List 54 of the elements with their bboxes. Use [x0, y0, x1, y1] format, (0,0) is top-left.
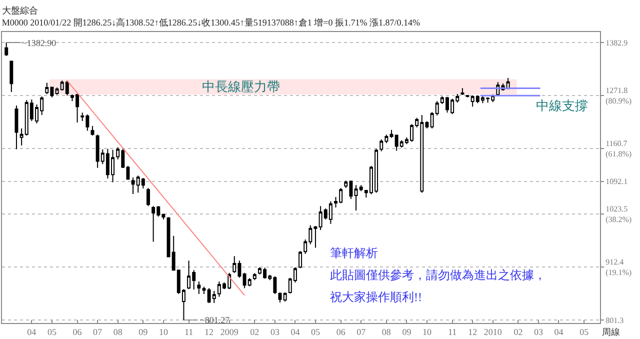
x-tick-label: 10 [158, 326, 168, 337]
x-tick-label: 07 [93, 326, 103, 337]
y-tick-label: 912.4 (19.1%) [606, 258, 632, 277]
x-tick-label: 08 [113, 326, 123, 337]
candlestick [460, 88, 464, 96]
chart-title: 大盤綜合 [2, 6, 38, 16]
x-tick-label: 10 [422, 326, 432, 337]
x-tick-label: 04 [554, 326, 564, 337]
x-tick-label: 05 [47, 326, 57, 337]
x-tick-label: 07 [356, 326, 366, 337]
x-tick-label: 06 [336, 326, 346, 337]
x-tick-label: 08 [382, 326, 392, 337]
candlestick [390, 129, 394, 138]
x-tick-label: 04 [290, 326, 300, 337]
x-tick-label: 09 [138, 326, 148, 337]
x-tick-label: 05 [580, 326, 590, 337]
annotation: ~801.27 [200, 315, 230, 325]
x-tick-label: 02 [250, 326, 260, 337]
chart-subtitle: M0000 2010/01/22 開1286.25↓高1308.52↑低1286.25↓收1300.45↑量519137088↑倉1 增=0 振1.71% 漲1.87/0.14% [2, 17, 420, 28]
x-tick-label: 04 [27, 326, 37, 337]
candlestick [90, 125, 94, 136]
band-label: 中長線壓力帶 [202, 79, 280, 94]
ref-line-label: 中線支撐 [536, 98, 588, 113]
y-tick-label: 1382.9 [606, 38, 628, 48]
x-tick-label: 12 [468, 326, 478, 337]
x-tick-label: 06 [72, 326, 82, 337]
candlestick [14, 104, 18, 150]
annotation: 此貼圖僅供參考，請勿做為進出之依據， [330, 268, 546, 282]
candlestick [252, 272, 256, 281]
y-tick-label: 801.3 [606, 316, 624, 325]
x-tick-label: 02 [514, 326, 523, 337]
x-tick-label: 05 [310, 326, 320, 337]
x-tick-label: 03 [534, 326, 544, 337]
x-tick-label: 09 [402, 326, 412, 337]
candlestick [146, 188, 150, 207]
x-tick-label: 12 [204, 326, 214, 337]
y-tick-label: 1271.8 (80.9%) [606, 86, 632, 106]
candlestick [4, 42, 8, 56]
candlestick [10, 60, 14, 93]
x-axis-title: 周線 [602, 327, 620, 337]
candlestick [197, 281, 201, 294]
x-tick-label: 03 [270, 326, 280, 337]
x-tick-label: 11 [448, 326, 457, 337]
candlestick [298, 250, 302, 269]
annotation: 祝大家操作順利!! [330, 290, 422, 304]
annotation: 筆軒解析 [330, 246, 378, 260]
candlestick [202, 286, 206, 294]
x-tick-label: 2010 [484, 326, 502, 337]
annotation: ~1382.90 [22, 38, 57, 48]
x-tick-label: 11 [184, 326, 194, 337]
y-tick-label: 1023.5 (38.2%) [606, 204, 632, 224]
y-tick-label: 1092.1 [606, 177, 628, 186]
x-tick-label: 2009 [220, 326, 239, 337]
y-tick-label: 1160.7 (61.8%) [606, 139, 632, 159]
